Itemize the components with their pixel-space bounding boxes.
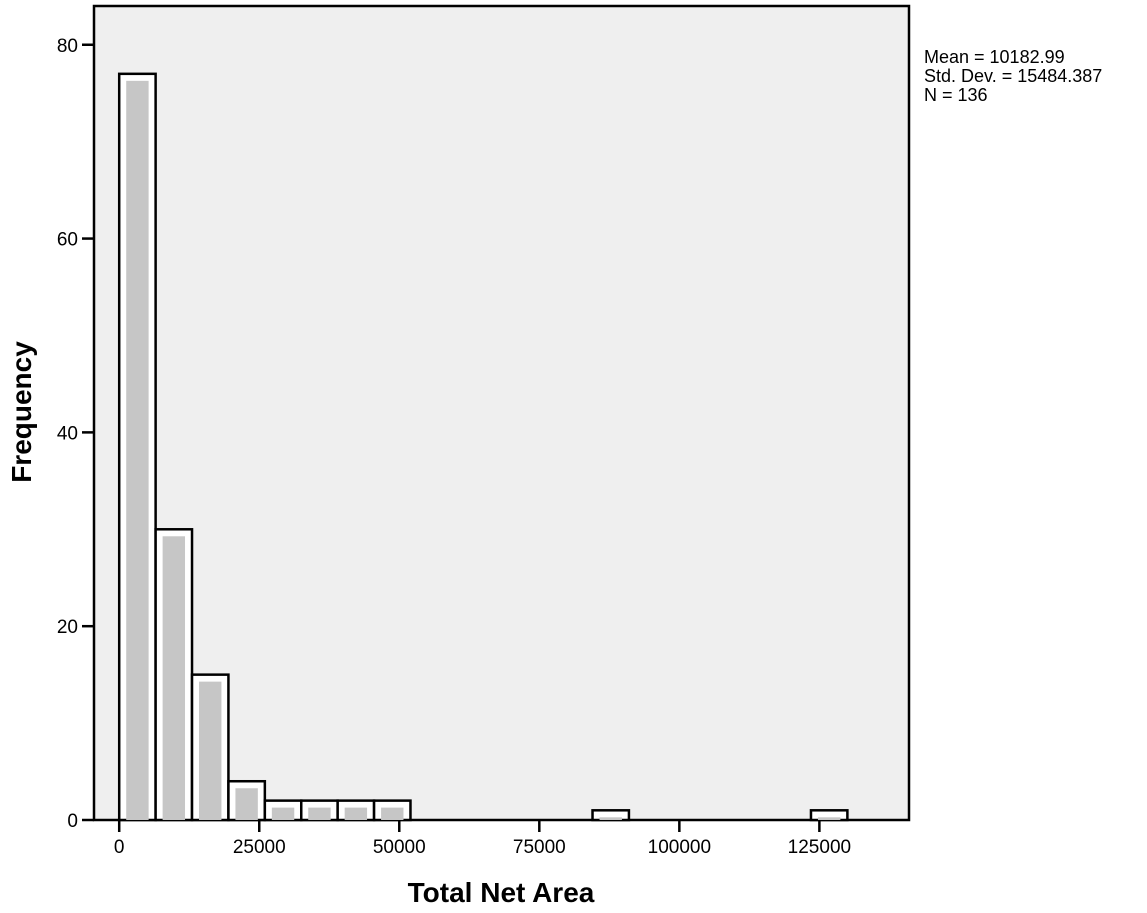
stats-mean: Mean = 10182.99 xyxy=(924,47,1065,67)
bar-fill xyxy=(381,807,404,820)
x-tick-label: 75000 xyxy=(513,837,566,858)
y-tick-label: 40 xyxy=(57,423,78,444)
stats-std-dev: Std. Dev. = 15484.387 xyxy=(924,66,1103,86)
histogram-bar xyxy=(227,779,267,822)
histogram-bar xyxy=(809,809,849,822)
histogram-bar xyxy=(263,799,303,822)
x-tick-label: 50000 xyxy=(373,837,426,858)
bar-fill xyxy=(271,807,295,820)
stats-box: Mean = 10182.99 Std. Dev. = 15484.387 N … xyxy=(924,48,1102,105)
y-tick-label: 0 xyxy=(67,811,78,832)
histogram-bar xyxy=(372,799,412,822)
histogram-bar xyxy=(154,528,194,822)
y-tick-label: 60 xyxy=(57,230,78,251)
plot-area xyxy=(92,4,911,822)
histogram-bar xyxy=(336,799,376,822)
x-tick-label: 0 xyxy=(114,837,125,858)
bars-group xyxy=(117,72,849,822)
x-axis: 0 25000 50000 75000 100000 125000 xyxy=(114,820,851,858)
histogram-bar xyxy=(300,799,339,822)
bar-fill xyxy=(162,536,186,820)
y-axis: 0 20 40 60 80 xyxy=(57,36,94,832)
bar-fill xyxy=(344,807,368,820)
bar-fill xyxy=(599,817,622,820)
y-tick-label: 80 xyxy=(57,36,78,57)
histogram-bar xyxy=(591,809,631,822)
y-axis-title: Frequency xyxy=(6,341,37,483)
histogram-bar xyxy=(190,673,230,822)
x-tick-label: 100000 xyxy=(648,837,711,858)
stats-n: N = 136 xyxy=(924,85,988,105)
x-tick-label: 125000 xyxy=(788,837,851,858)
bar-fill xyxy=(199,681,222,820)
bar-fill xyxy=(817,817,841,820)
bar-fill xyxy=(235,788,258,820)
x-tick-label: 25000 xyxy=(233,837,286,858)
histogram-bar xyxy=(117,72,157,822)
x-axis-title: Total Net Area xyxy=(407,877,595,908)
bar-fill xyxy=(308,807,331,820)
y-tick-label: 20 xyxy=(57,617,78,638)
bar-fill xyxy=(126,80,149,821)
